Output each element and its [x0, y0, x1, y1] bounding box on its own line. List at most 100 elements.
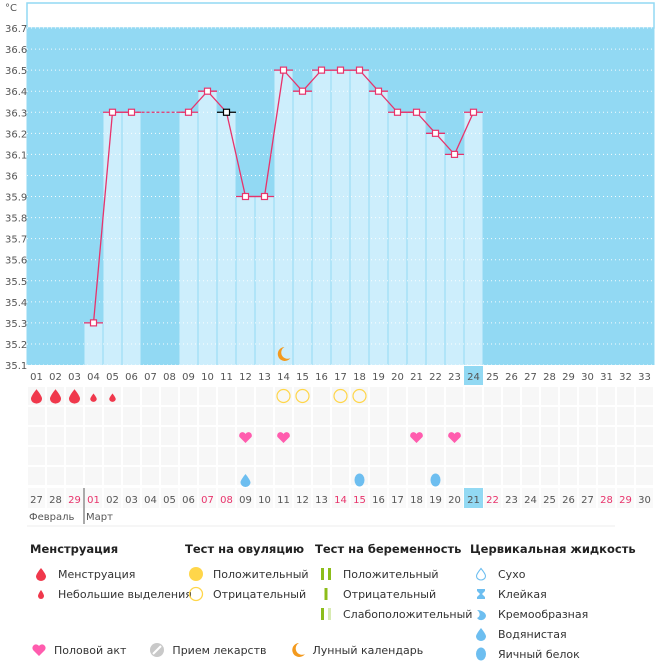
- temperature-point: [336, 66, 345, 74]
- symbol-cell: [313, 407, 330, 425]
- symbol-cell: [199, 447, 216, 465]
- temperature-bar: [84, 322, 103, 365]
- temperature-point: [374, 87, 383, 95]
- cycle-day-label: 05: [106, 372, 119, 383]
- watery-icon: [240, 474, 251, 487]
- pregnancy-negative-icon: [315, 586, 337, 602]
- symbol-cell: [579, 467, 596, 485]
- symbol-cell: [256, 447, 273, 465]
- temperature-bar: [445, 154, 464, 365]
- date-cell: [313, 488, 330, 508]
- symbol-cell: [47, 407, 64, 425]
- date-cell: [370, 488, 387, 508]
- symbol-cell: [617, 447, 634, 465]
- egg-white-icon: [430, 473, 441, 487]
- symbol-cell: [161, 447, 178, 465]
- chart-top-band: [26, 2, 655, 29]
- legend-label: Отрицательный: [213, 587, 307, 601]
- pregnancy-positive-icon: [315, 566, 337, 582]
- symbol-cell: [123, 407, 140, 425]
- legend-item: Отрицательный: [315, 584, 472, 604]
- symbol-cell: [256, 427, 273, 445]
- symbol-cell: [598, 447, 615, 465]
- temperature-point: [184, 108, 193, 116]
- heart-icon: [448, 432, 461, 443]
- date-label: 15: [353, 495, 366, 506]
- date-label: 18: [410, 495, 423, 506]
- date-cell: [104, 488, 121, 508]
- symbol-cell: [332, 467, 349, 485]
- symbol-cell: [218, 407, 235, 425]
- symbol-cell: [484, 407, 501, 425]
- ovulation-negative-icon: [333, 388, 348, 404]
- symbol-cell: [503, 427, 520, 445]
- symbol-cell: [104, 467, 121, 485]
- date-label: 16: [372, 495, 385, 506]
- symbol-cell: [28, 427, 45, 445]
- y-tick-label: 35.5: [5, 277, 27, 288]
- date-cell: [161, 488, 178, 508]
- cycle-day-label: 12: [239, 372, 252, 383]
- month-label: Март: [86, 512, 113, 523]
- symbol-cell: [104, 427, 121, 445]
- symbol-cell: [522, 427, 539, 445]
- symbol-cell: [636, 387, 653, 405]
- date-cell: [617, 488, 634, 508]
- cycle-day-label: 01: [30, 372, 43, 383]
- symbol-cell: [275, 467, 292, 485]
- ovulation-negative-icon: [295, 388, 310, 404]
- egg-white-icon: [354, 473, 365, 487]
- symbol-cell: [636, 467, 653, 485]
- symbol-cell: [351, 447, 368, 465]
- symbol-cell: [617, 467, 634, 485]
- cycle-day-label: 22: [429, 372, 442, 383]
- symbol-cell: [446, 447, 463, 465]
- symbol-cell: [47, 467, 64, 485]
- symbol-cell: [484, 447, 501, 465]
- y-tick-label: 36.7: [5, 24, 27, 35]
- symbol-cell: [66, 467, 83, 485]
- ovulation-negative-icon: [276, 388, 291, 404]
- symbol-cell: [218, 387, 235, 405]
- symbol-cell: [503, 387, 520, 405]
- symbol-cell: [28, 407, 45, 425]
- temperature-point: [317, 66, 326, 74]
- symbol-cell: [66, 447, 83, 465]
- date-cell: [66, 488, 83, 508]
- temperature-bar: [198, 91, 217, 365]
- date-label: 23: [505, 495, 518, 506]
- symbol-cell: [636, 447, 653, 465]
- date-label: 07: [201, 495, 214, 506]
- symbol-cell: [541, 467, 558, 485]
- temperature-bar: [293, 91, 312, 365]
- symbol-cell: [294, 467, 311, 485]
- temperature-point: [279, 66, 288, 74]
- date-cell: [446, 488, 463, 508]
- cycle-day-label: 19: [372, 372, 385, 383]
- bbt-chart: 35.1 35.2 35.3 35.4 35.5 35.6 35.7 35.8 35.9 36 36…: [5, 2, 655, 527]
- cycle-day-label: 18: [353, 372, 366, 383]
- cycle-day-label: 11: [220, 372, 233, 383]
- cycle-day-label: 02: [49, 372, 62, 383]
- creamy-icon: [470, 606, 492, 622]
- symbol-cell: [541, 407, 558, 425]
- symbol-cell: [104, 447, 121, 465]
- symbol-cell: [180, 427, 197, 445]
- y-tick-label: 35.2: [5, 340, 27, 351]
- date-label: 04: [144, 495, 157, 506]
- temperature-point: [222, 108, 231, 116]
- cycle-day-label: 07: [144, 372, 157, 383]
- symbol-cell: [446, 467, 463, 485]
- date-cell: [351, 488, 368, 508]
- heart-icon: [277, 432, 290, 443]
- date-cell: [332, 488, 349, 508]
- temperature-point: [108, 108, 117, 116]
- y-tick-label: 36.3: [5, 108, 27, 119]
- date-label: 17: [391, 495, 404, 506]
- legend-label: Лунный календарь: [312, 643, 424, 657]
- dry-icon: [470, 566, 492, 582]
- heart-icon: [239, 432, 252, 443]
- watery-icon: [470, 626, 492, 642]
- legend-other: Половой акт Прием лекарств Лунный календ…: [30, 642, 445, 658]
- date-cell: [123, 488, 140, 508]
